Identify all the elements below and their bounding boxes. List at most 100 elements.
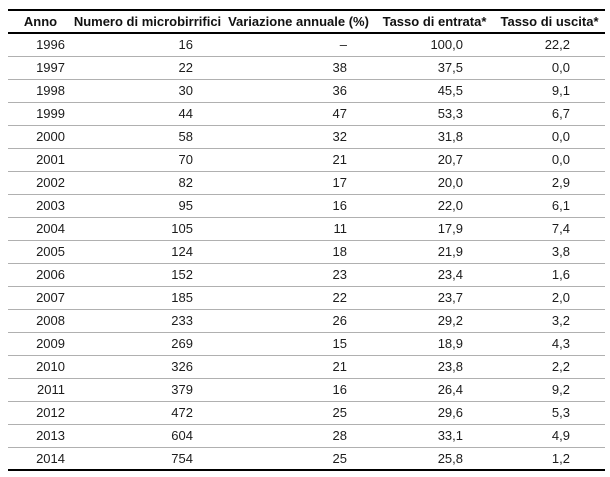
table-row: 1997 22 38 37,5 0,0 — [8, 56, 605, 79]
table-cell: 1998 — [36, 83, 65, 98]
table-cell: 326 — [171, 359, 193, 374]
table-cell: 7,4 — [551, 221, 570, 236]
microbreweries-table: Anno Numero di microbirrifici Variazione… — [8, 9, 605, 471]
table-cell: 44 — [178, 106, 193, 121]
table-cell: 2001 — [36, 152, 65, 167]
table-cell: 2008 — [36, 313, 65, 328]
table-cell: 36 — [332, 83, 347, 98]
table-cell: 152 — [171, 267, 193, 282]
table-row: 2012 472 25 29,6 5,3 — [8, 401, 605, 424]
table-cell: 22 — [332, 290, 347, 305]
table-cell: 17 — [332, 175, 347, 190]
table-cell: 22 — [178, 60, 193, 75]
table-cell: 754 — [171, 450, 193, 466]
table-cell: 0,0 — [551, 60, 570, 75]
table-cell: 2002 — [36, 175, 65, 190]
column-header-anno: Anno — [23, 14, 58, 29]
table-cell: 11 — [333, 221, 348, 236]
table-cell: 53,3 — [437, 106, 463, 121]
table-cell: 233 — [171, 313, 193, 328]
table-cell: 16 — [178, 37, 193, 53]
table-cell: 2000 — [36, 129, 65, 144]
table-cell: 2,9 — [551, 175, 570, 190]
table-cell: 21 — [332, 359, 347, 374]
column-header-variazione-annuale: Variazione annuale (%) — [228, 14, 369, 29]
table-row: 2006 152 23 23,4 1,6 — [8, 263, 605, 286]
table-cell: 37,5 — [437, 60, 463, 75]
table-cell: 9,1 — [551, 83, 570, 98]
table-cell: 26,4 — [437, 382, 463, 397]
table-cell: 32 — [332, 129, 347, 144]
table-cell: 2006 — [36, 267, 65, 282]
table-cell: 31,8 — [437, 129, 463, 144]
table-cell: 1997 — [36, 60, 65, 75]
table-cell: 1996 — [36, 37, 65, 53]
table-cell: 29,2 — [437, 313, 463, 328]
table-cell: 47 — [332, 106, 347, 121]
microbreweries-table-container: Anno Numero di microbirrifici Variazione… — [8, 9, 605, 471]
table-cell: 16 — [332, 198, 347, 213]
table-row: 2014 754 25 25,8 1,2 — [8, 447, 605, 470]
table-row: 1996 16 – 100,0 22,2 — [8, 33, 605, 56]
table-cell: 26 — [332, 313, 347, 328]
table-cell: 38 — [332, 60, 347, 75]
column-header-tasso-entrata: Tasso di entrata* — [382, 14, 487, 29]
table-cell: 4,3 — [551, 336, 570, 351]
table-cell: 2,0 — [551, 290, 570, 305]
table-cell: 2007 — [36, 290, 65, 305]
table-row: 2009 269 15 18,9 4,3 — [8, 332, 605, 355]
table-cell: 105 — [171, 221, 193, 236]
table-row: 2001 70 21 20,7 0,0 — [8, 148, 605, 171]
table-cell: 2011 — [37, 382, 65, 397]
table-row: 1999 44 47 53,3 6,7 — [8, 102, 605, 125]
table-cell: – — [339, 37, 347, 53]
table-cell: 2010 — [36, 359, 65, 374]
table-cell: 2005 — [36, 244, 65, 259]
table-row: 1998 30 36 45,5 9,1 — [8, 79, 605, 102]
table-cell: 95 — [178, 198, 193, 213]
table-cell: 6,1 — [551, 198, 570, 213]
table-cell: 22,0 — [437, 198, 463, 213]
table-row: 2013 604 28 33,1 4,9 — [8, 424, 605, 447]
table-cell: 25 — [332, 405, 347, 420]
table-cell: 17,9 — [437, 221, 463, 236]
table-row: 2004 105 11 17,9 7,4 — [8, 217, 605, 240]
table-cell: 3,8 — [551, 244, 570, 259]
table-row: 2008 233 26 29,2 3,2 — [8, 309, 605, 332]
column-header-tasso-uscita: Tasso di uscita* — [500, 14, 599, 29]
table-cell: 2003 — [36, 198, 65, 213]
table-cell: 2014 — [36, 450, 65, 466]
table-cell: 2004 — [36, 221, 65, 236]
table-row: 2007 185 22 23,7 2,0 — [8, 286, 605, 309]
table-cell: 2,2 — [551, 359, 570, 374]
table-row: 2002 82 17 20,0 2,9 — [8, 171, 605, 194]
table-cell: 6,7 — [551, 106, 570, 121]
table-cell: 29,6 — [437, 405, 463, 420]
table-body: 1996 16 – 100,0 22,2 1997 22 38 37,5 0,0 1998 30 36 4… — [8, 33, 605, 470]
table-cell: 25,8 — [437, 450, 463, 466]
header-row: Anno Numero di microbirrifici Variazione… — [8, 10, 605, 33]
table-cell: 3,2 — [551, 313, 570, 328]
table-cell: 20,0 — [437, 175, 463, 190]
table-cell: 30 — [178, 83, 193, 98]
table-cell: 9,2 — [551, 382, 570, 397]
table-header: Anno Numero di microbirrifici Variazione… — [8, 10, 605, 33]
table-cell: 25 — [332, 450, 347, 466]
table-cell: 23,4 — [437, 267, 463, 282]
table-cell: 28 — [332, 428, 347, 443]
table-row: 2003 95 16 22,0 6,1 — [8, 194, 605, 217]
table-cell: 15 — [332, 336, 347, 351]
table-cell: 20,7 — [437, 152, 463, 167]
table-row: 2011 379 16 26,4 9,2 — [8, 378, 605, 401]
column-header-numero-microbirrifici: Numero di microbirrifici — [73, 14, 222, 29]
table-cell: 18,9 — [437, 336, 463, 351]
table-cell: 1,2 — [551, 450, 570, 466]
table-row: 2000 58 32 31,8 0,0 — [8, 125, 605, 148]
table-cell: 379 — [171, 382, 193, 397]
table-cell: 1,6 — [551, 267, 570, 282]
table-row: 2005 124 18 21,9 3,8 — [8, 240, 605, 263]
table-cell: 185 — [171, 290, 193, 305]
table-cell: 21,9 — [437, 244, 463, 259]
table-cell: 82 — [178, 175, 193, 190]
table-cell: 5,3 — [551, 405, 570, 420]
